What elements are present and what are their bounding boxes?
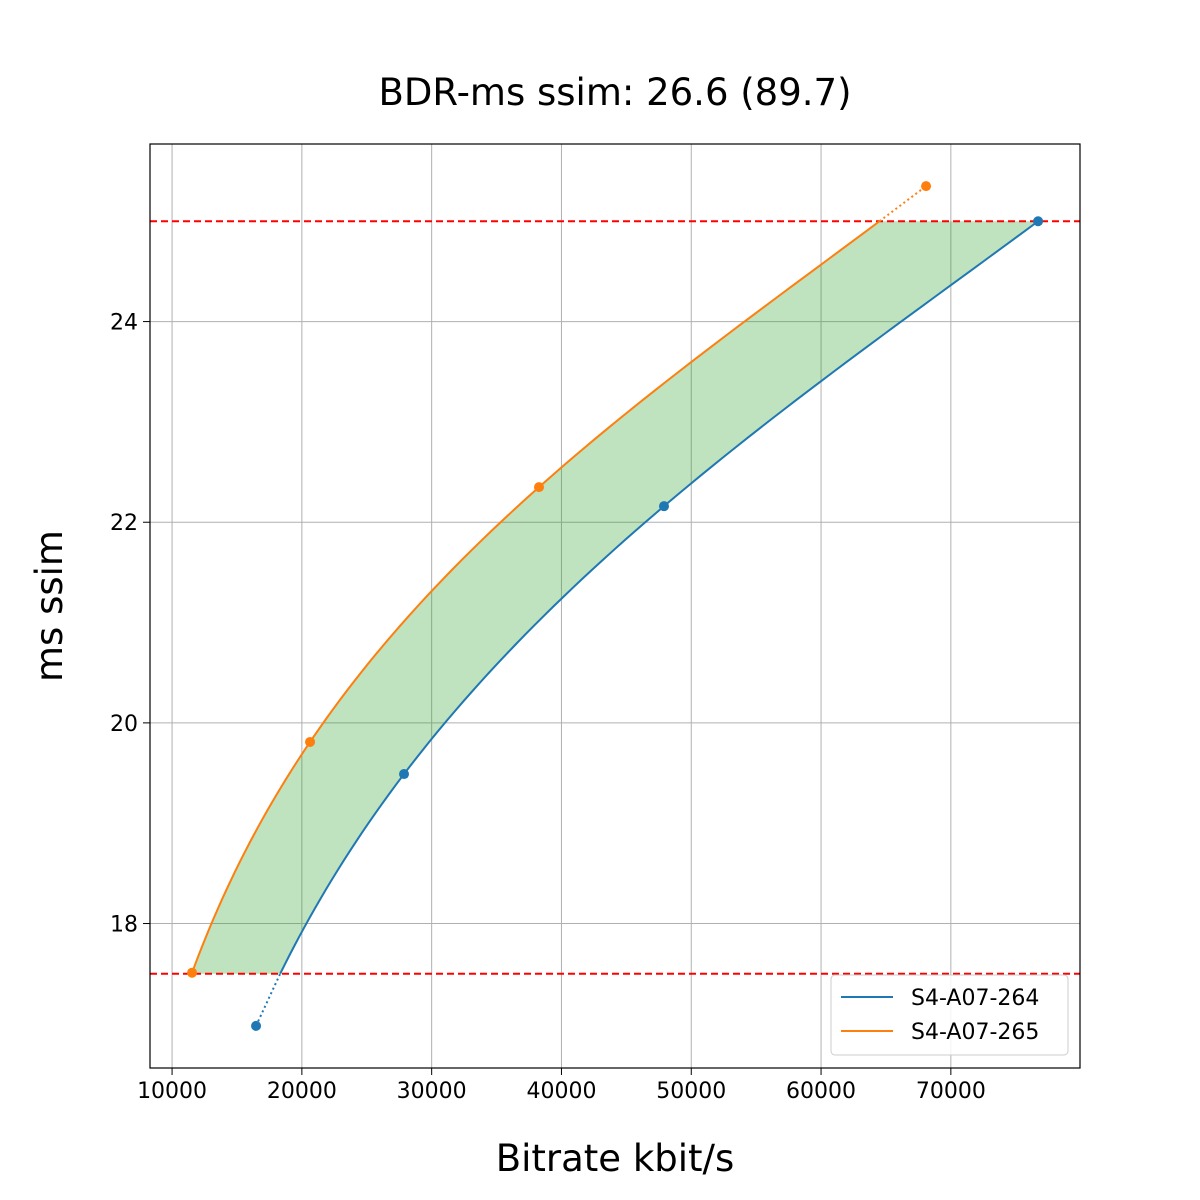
x-tick-label: 30000 (397, 1079, 467, 1104)
bd-area-fill (191, 221, 1039, 974)
data-point (399, 769, 410, 780)
y-tick-label: 20 (110, 712, 138, 737)
legend-box (830, 974, 1069, 1056)
data-point (251, 1020, 262, 1031)
legend-label-265: S4-A07-265 (911, 1020, 1039, 1045)
x-tick-label: 60000 (786, 1079, 856, 1104)
y-tick-label: 18 (110, 913, 138, 938)
x-axis-label: Bitrate kbit/s (496, 1137, 735, 1180)
y-tick-label: 24 (110, 311, 138, 336)
plot-frame (149, 143, 1081, 1069)
x-tick-label: 70000 (916, 1079, 986, 1104)
y-axis-label: ms ssim (28, 530, 71, 682)
data-point (534, 482, 545, 493)
data-point (305, 736, 316, 747)
y-tick-label: 22 (110, 511, 138, 536)
data-point (187, 967, 198, 978)
series-line-1 (190, 220, 881, 975)
series-line-0 (279, 220, 1039, 975)
data-point (921, 181, 932, 192)
legend: S4-A07-264 S4-A07-265 (830, 974, 1069, 1056)
data-point (1033, 216, 1044, 227)
chart-title: BDR-ms ssim: 26.6 (89.7) (378, 71, 851, 114)
x-tick-label: 20000 (267, 1079, 337, 1104)
x-tick-label: 40000 (526, 1079, 596, 1104)
data-point (658, 501, 669, 512)
x-tick-label: 10000 (137, 1079, 207, 1104)
legend-label-264: S4-A07-264 (911, 986, 1039, 1011)
x-tick-label: 50000 (656, 1079, 726, 1104)
